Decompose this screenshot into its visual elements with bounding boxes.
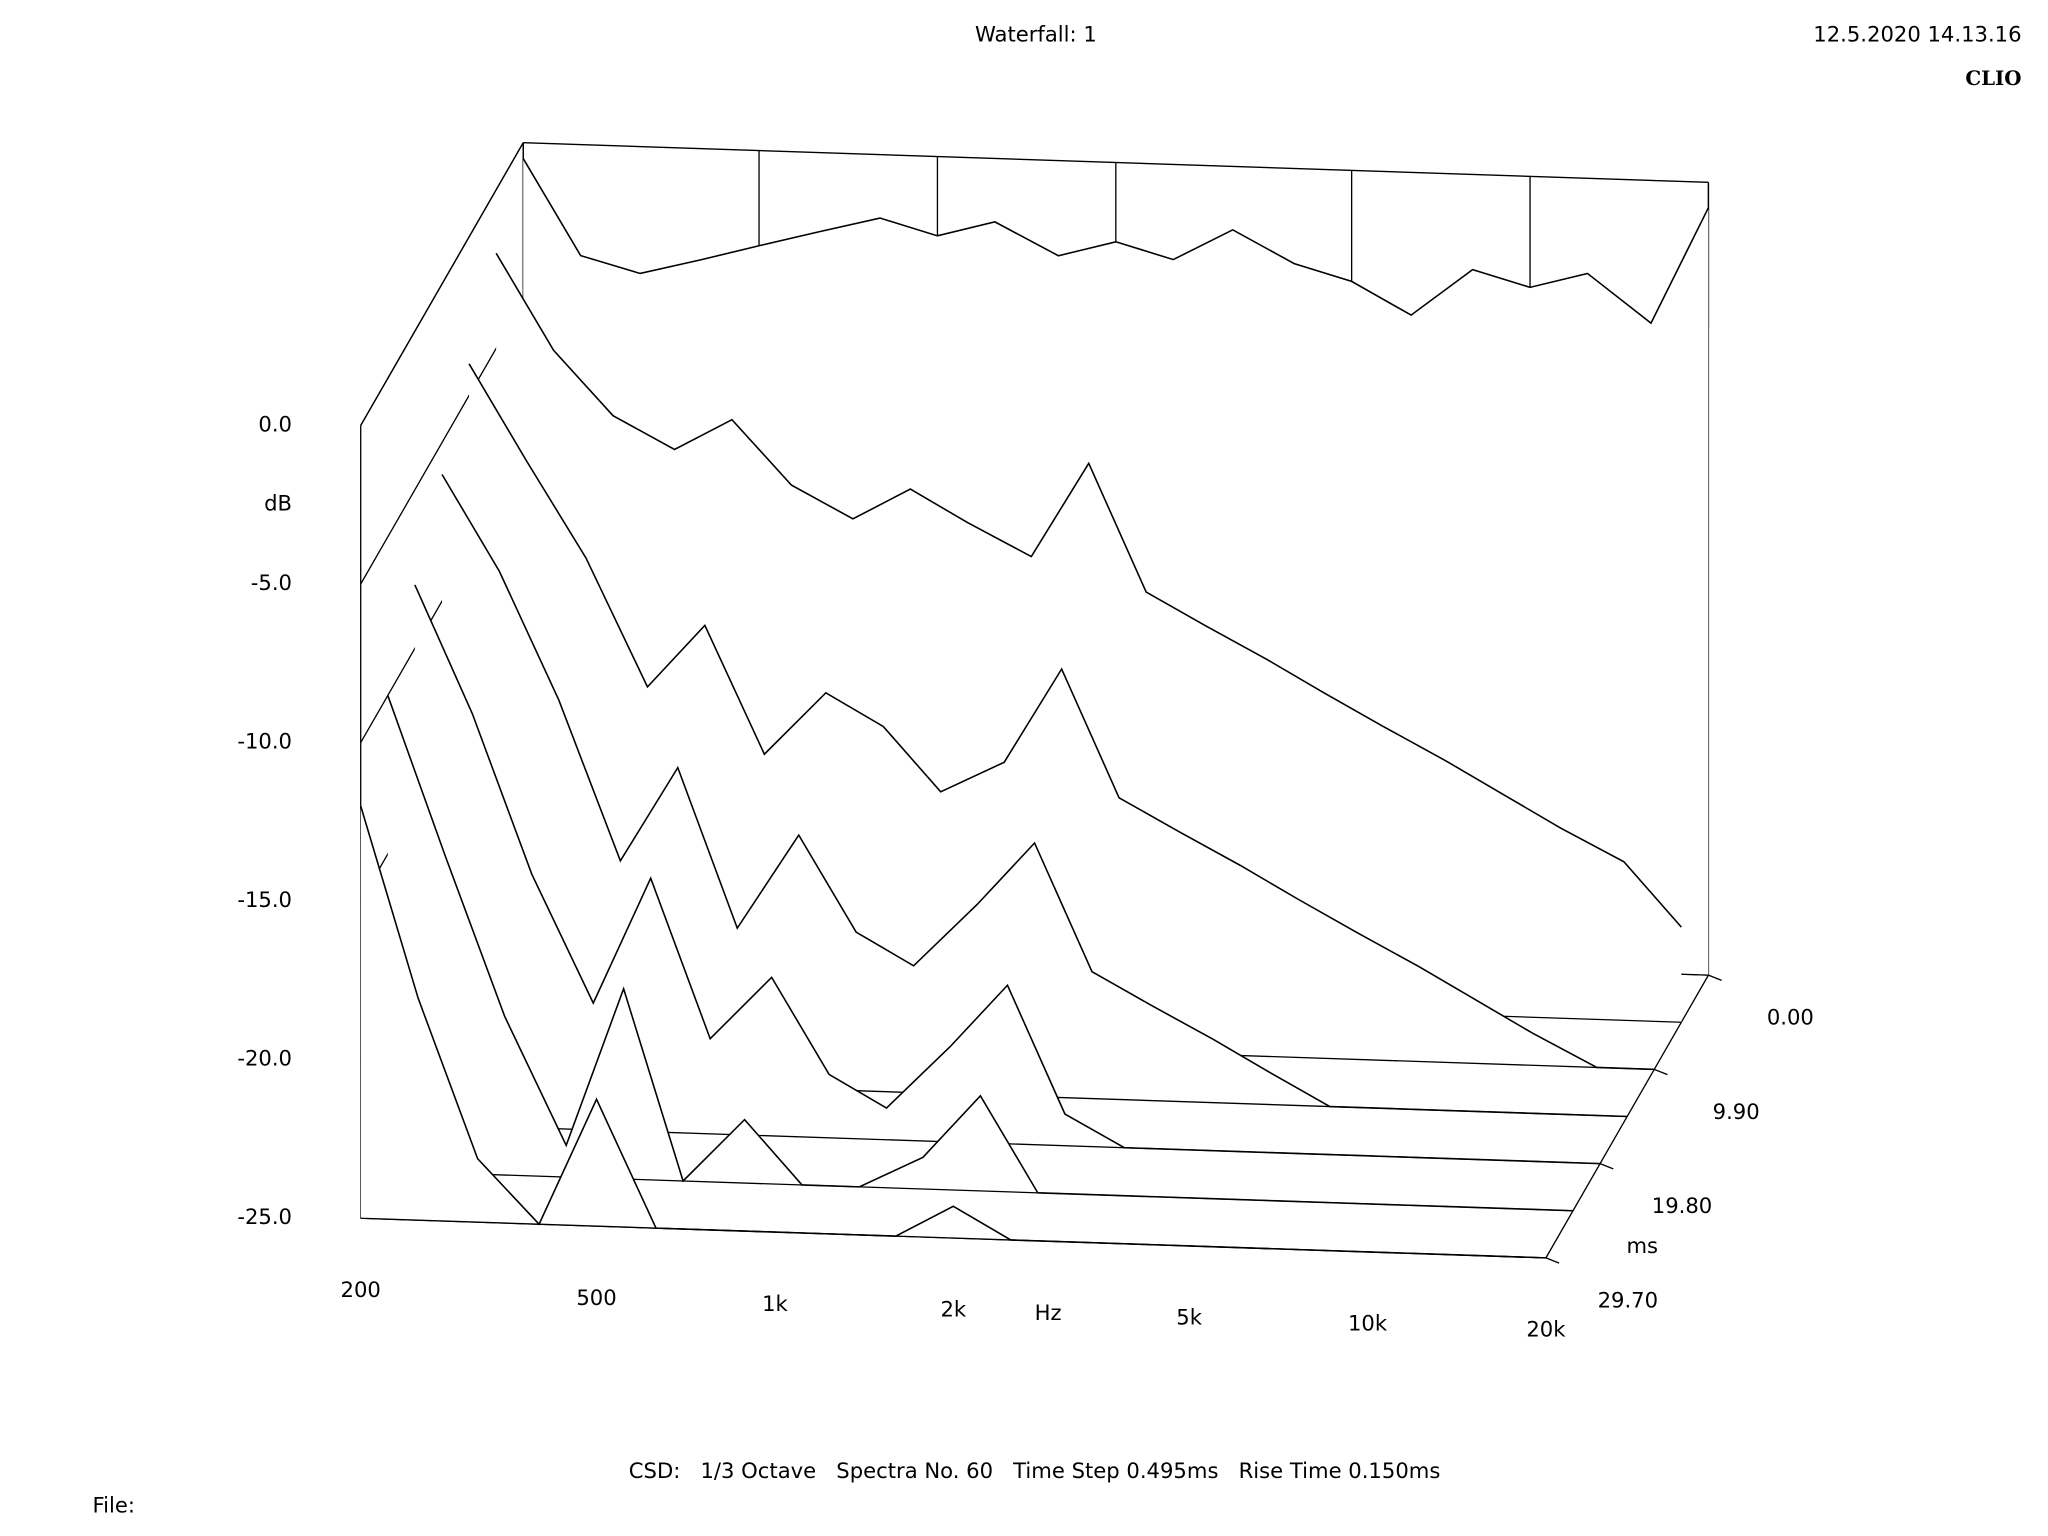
y-tick-label: -5.0 [251,570,292,595]
y-tick-label: -25.0 [237,1204,292,1229]
y-tick-label: -15.0 [237,887,292,912]
slice-fill [360,805,1546,1258]
x-tick-label: 200 [341,1277,381,1302]
chart-title: Waterfall: 1 [975,22,1097,47]
footer: CSD: 1/3 Octave Spectra No. 60 Time Step… [629,1458,1441,1483]
z-axis-label: ms [1626,1233,1658,1258]
slice-baseline [360,1217,1546,1259]
x-tick-label: 1k [762,1291,788,1316]
y-tick-label: 0.0 [258,411,292,436]
date: 12.5.2020 14.13.16 [1813,22,2021,47]
x-tick-label: 10k [1348,1311,1388,1336]
spectrum-line [495,252,1682,928]
slice-fill [441,474,1628,1117]
grid-line [360,142,524,426]
x-tick-label: 2k [940,1297,966,1322]
z-tick-label: 0.00 [1767,1005,1814,1030]
z-tick [1654,1068,1668,1076]
z-tick-label: 19.80 [1652,1193,1712,1218]
x-tick-label: 20k [1526,1317,1566,1342]
x-tick-label: 5k [1176,1305,1202,1330]
y-tick-label: -10.0 [237,729,292,754]
z-tick-label: 9.90 [1713,1099,1760,1124]
x-axis-label: Hz [1035,1300,1062,1325]
spectrum-line [468,363,1655,1071]
z-tick [1708,974,1722,982]
slice-fill [387,695,1573,1211]
x-tick-label: 500 [576,1285,616,1310]
z-tick [1599,1163,1614,1170]
y-axis-label: dB [264,491,292,516]
brand: CLIO [1965,66,2021,90]
file-label: File: [92,1492,134,1517]
z-tick [1545,1257,1560,1264]
z-tick-label: 29.70 [1598,1287,1658,1312]
spectrum-line [522,158,1710,325]
y-tick-label: -20.0 [237,1046,292,1071]
